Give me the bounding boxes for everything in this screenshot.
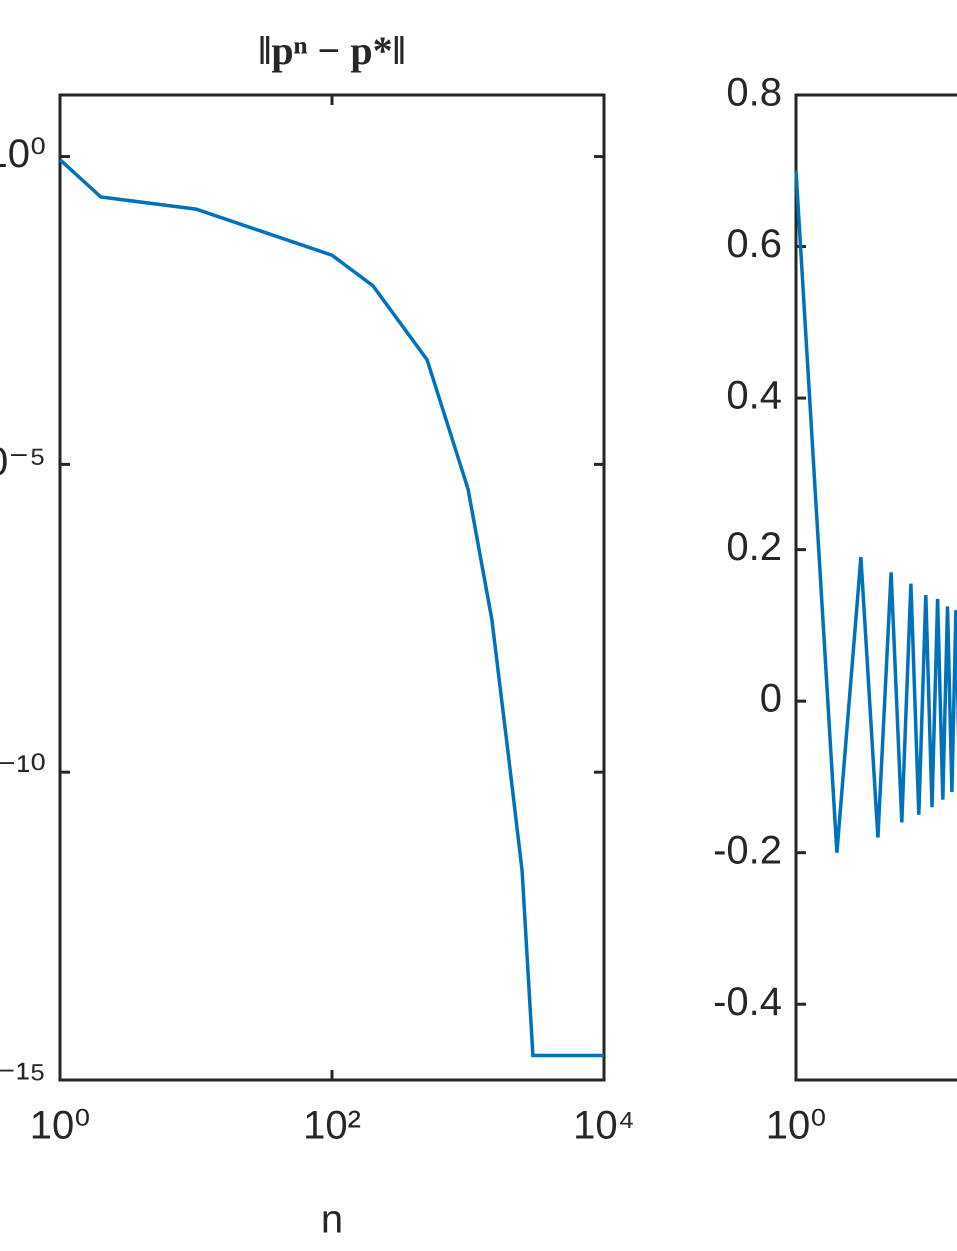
y-tick-label: 0.8 [726,71,782,115]
x-axis-label: n [321,1198,343,1242]
x-tick-label: 10⁰ [766,1104,827,1148]
y-tick-label: 10⁻⁵ [0,440,46,484]
axes-box [794,93,957,1082]
y-tick-label: 0.4 [726,374,782,418]
y-tick-label: 10⁻¹⁰ [0,748,46,792]
x-tick-label: 10⁴ [573,1104,635,1148]
y-tick-label: 0 [760,677,782,721]
data-line [58,158,604,1058]
y-tick-label: 10⁰ [0,132,46,176]
y-tick-label: 0.6 [726,222,782,266]
y-tick-label: 0.2 [726,525,782,569]
data-line [794,170,957,853]
x-tick-label: 10⁰ [30,1104,91,1148]
y-tick-label: 10⁻¹⁵ [0,1056,46,1100]
axes-box [58,93,606,1082]
chart-title: ‖pⁿ − p*‖ [258,28,405,73]
y-tick-label: -0.2 [713,828,782,872]
x-tick-label: 10² [303,1104,361,1148]
y-tick-label: -0.4 [713,980,782,1024]
